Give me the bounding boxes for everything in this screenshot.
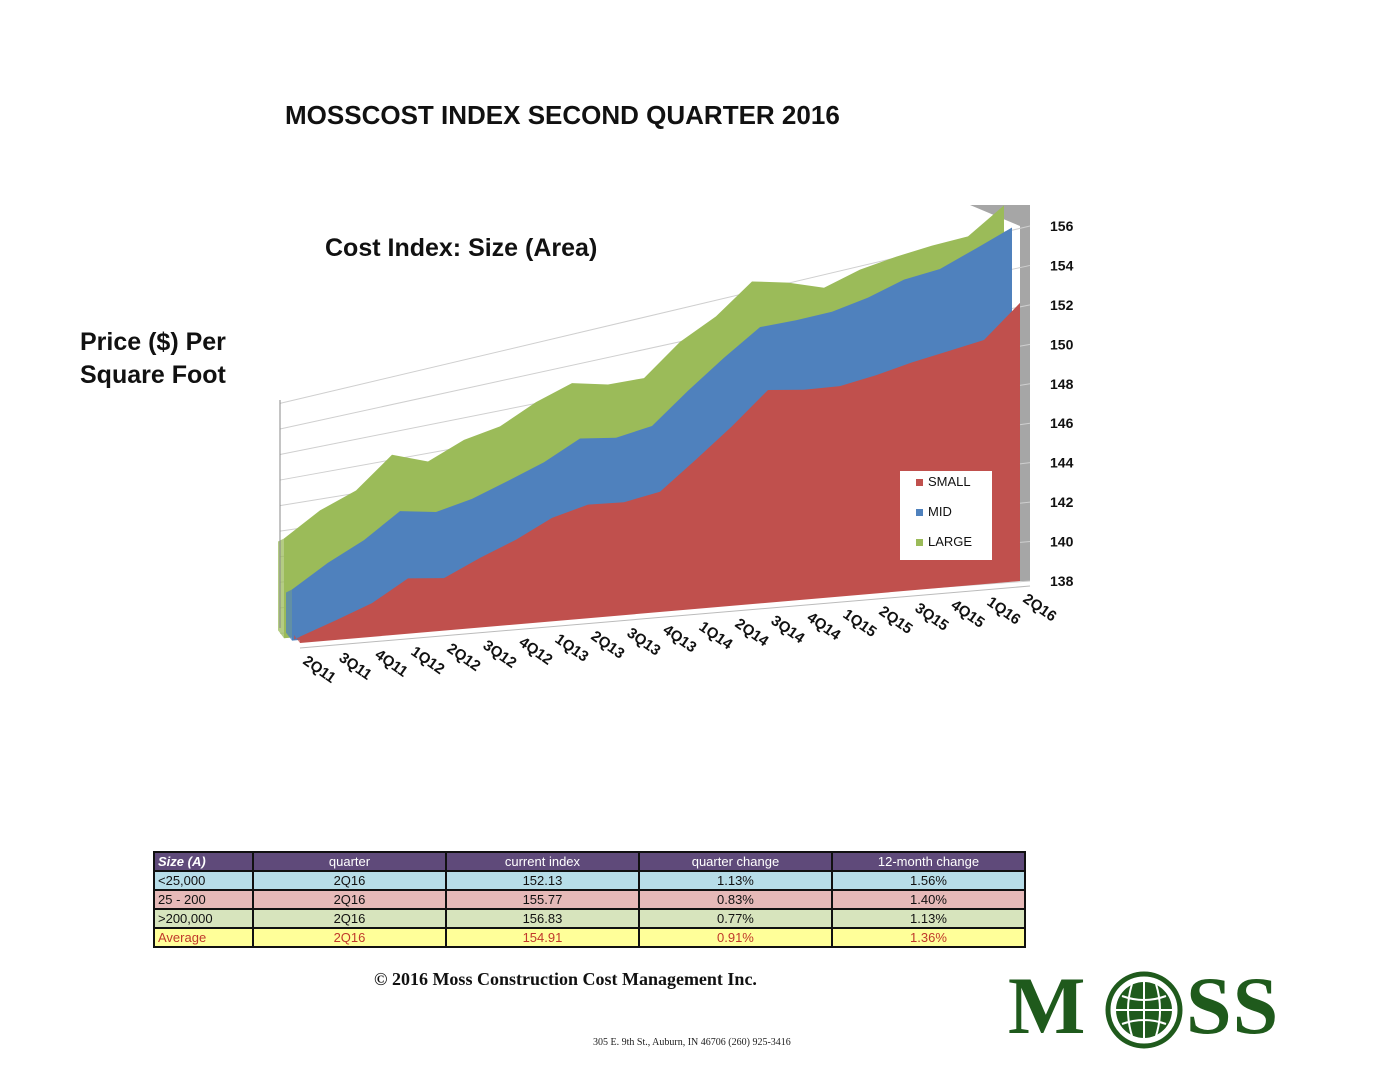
legend-swatch [916,509,923,516]
col-header-quarter: quarter [251,851,447,872]
floor-line [299,585,1031,649]
table-row: <25,000 2Q16 152.13 1.13% 1.56% [153,870,1027,891]
table-cell: 1.13% [830,908,1027,929]
table-cell: <25,000 [153,870,254,891]
area-edge [286,589,292,641]
x-tick-label: 3Q13 [624,624,664,659]
table-cell: 155.77 [444,889,640,910]
table-cell: 2Q16 [251,870,447,891]
x-tick-label: 2Q14 [732,615,772,650]
address-text: 305 E. 9th St., Auburn, IN 46706 (260) 9… [593,1037,791,1048]
x-tick-label: 3Q15 [912,600,952,635]
y-axis-title-line2: Square Foot [80,361,226,389]
y-tick-label: 148 [1050,376,1074,392]
table-cell: Average [153,927,254,948]
table-cell: 1.36% [830,927,1027,948]
table-row: >200,000 2Q16 156.83 0.77% 1.13% [153,908,1027,929]
moss-logo: M SS [1008,960,1308,1051]
x-tick-label: 2Q16 [1020,590,1060,625]
y-tick-label: 140 [1050,534,1074,550]
page-title: MOSSCOST INDEX SECOND QUARTER 2016 [285,100,840,130]
y-tick-label: 142 [1050,494,1074,510]
y-tick-label: 156 [1050,218,1074,234]
area-edge [294,635,300,643]
table-cell: 0.77% [637,908,833,929]
table-cell: 156.83 [444,908,640,929]
table-cell: 2Q16 [251,927,447,948]
x-tick-label: 1Q15 [840,606,880,641]
x-tick-label: 4Q13 [660,621,700,656]
chart-title: Cost Index: Size (Area) [325,234,597,262]
x-tick-label: 3Q11 [336,649,375,684]
summary-table: Size (A) quarter current index quarter c… [153,851,1027,948]
logo-text-ss: SS [1186,960,1280,1051]
x-tick-label: 2Q12 [444,640,484,675]
legend-label: LARGE [928,534,972,549]
logo-text-m: M [1008,960,1087,1051]
legend-swatch [916,539,923,546]
table-cell: 0.91% [637,927,833,948]
table-cell: 0.83% [637,889,833,910]
area-series-small [300,302,1020,643]
col-header-12-month-change: 12-month change [830,851,1027,872]
y-tick-label: 138 [1050,573,1074,589]
y-tick-label: 144 [1050,455,1074,471]
col-header-size: Size (A) [153,851,254,872]
table-header-row: Size (A) quarter current index quarter c… [153,851,1027,872]
table-cell: 25 - 200 [153,889,254,910]
legend-label: SMALL [928,474,971,489]
table-cell: 2Q16 [251,908,447,929]
y-axis-title-line1: Price ($) Per [80,328,226,356]
col-header-quarter-change: quarter change [637,851,833,872]
legend-swatch [916,479,923,486]
x-tick-label: 1Q12 [408,643,448,678]
x-tick-label: 4Q15 [948,597,988,632]
x-tick-label: 3Q14 [768,612,808,647]
area-edge [278,538,284,639]
legend-box [900,471,992,560]
x-tick-label: 2Q11 [300,652,339,687]
x-tick-label: 4Q11 [372,646,411,681]
legend-label: MID [928,504,952,519]
series-areas [278,205,1020,643]
col-header-current-index: current index [444,851,640,872]
x-tick-label: 2Q15 [876,603,916,638]
y-tick-label: 152 [1050,297,1074,313]
x-tick-label: 1Q16 [984,593,1024,628]
y-tick-label: 150 [1050,336,1074,352]
area-chart: 1381401421441461481501521541562Q113Q114Q… [278,205,1074,687]
x-tick-label: 1Q14 [696,618,736,653]
table-row: Average 2Q16 154.91 0.91% 1.36% [153,927,1027,948]
y-axis-title: Price ($) Per Square Foot [80,326,226,392]
table-cell: 1.40% [830,889,1027,910]
table-cell: 154.91 [444,927,640,948]
copyright-text: © 2016 Moss Construction Cost Management… [374,969,757,989]
x-tick-label: 3Q12 [480,637,520,672]
table-cell: 2Q16 [251,889,447,910]
table-cell: >200,000 [153,908,254,929]
table-cell: 152.13 [444,870,640,891]
x-tick-label: 4Q14 [804,609,844,644]
table-row: 25 - 200 2Q16 155.77 0.83% 1.40% [153,889,1027,910]
chart-side-wall [970,205,1030,581]
globe-icon [1105,971,1183,1049]
x-tick-label: 1Q13 [552,631,592,666]
legend: SMALL MID LARGE [900,471,992,560]
table-cell: 1.56% [830,870,1027,891]
x-tick-label: 2Q13 [588,628,628,663]
y-tick-label: 146 [1050,415,1074,431]
x-tick-label: 4Q12 [516,634,556,669]
y-tick-label: 154 [1050,257,1074,273]
table-cell: 1.13% [637,870,833,891]
